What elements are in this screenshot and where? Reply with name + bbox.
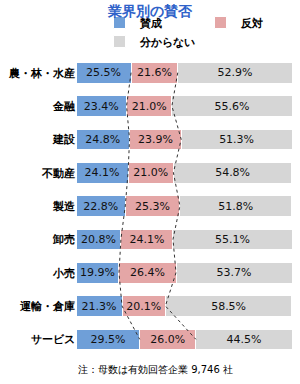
- svg-text:19.9%: 19.9%: [80, 266, 115, 279]
- svg-text:不動産: 不動産: [41, 167, 75, 180]
- svg-text:26.0%: 26.0%: [150, 333, 185, 346]
- svg-text:20.8%: 20.8%: [81, 233, 116, 246]
- svg-text:小売: 小売: [52, 267, 75, 280]
- svg-text:22.8%: 22.8%: [83, 200, 118, 213]
- svg-text:21.0%: 21.0%: [133, 166, 168, 179]
- svg-text:44.5%: 44.5%: [226, 333, 261, 346]
- svg-text:24.1%: 24.1%: [85, 166, 120, 179]
- svg-text:24.1%: 24.1%: [129, 233, 164, 246]
- svg-text:55.6%: 55.6%: [214, 100, 249, 113]
- svg-text:注：母数は有効回答企業 9,746 社: 注：母数は有効回答企業 9,746 社: [78, 364, 233, 375]
- svg-text:24.8%: 24.8%: [85, 133, 120, 146]
- svg-text:農・林・水産: 農・林・水産: [8, 67, 75, 80]
- svg-text:サービス: サービス: [31, 333, 75, 346]
- svg-text:25.3%: 25.3%: [135, 200, 170, 213]
- svg-text:21.3%: 21.3%: [82, 300, 117, 313]
- svg-text:54.8%: 54.8%: [215, 166, 250, 179]
- svg-text:55.1%: 55.1%: [215, 233, 250, 246]
- svg-text:賛成: 賛成: [139, 17, 162, 30]
- svg-text:21.6%: 21.6%: [137, 66, 172, 79]
- svg-text:反対: 反対: [240, 17, 263, 30]
- svg-text:21.0%: 21.0%: [132, 100, 167, 113]
- svg-text:卸売: 卸売: [52, 233, 75, 246]
- svg-text:26.4%: 26.4%: [130, 266, 165, 279]
- svg-text:金融: 金融: [52, 100, 76, 113]
- svg-text:52.9%: 52.9%: [217, 66, 252, 79]
- svg-text:25.5%: 25.5%: [86, 66, 121, 79]
- svg-text:業界別の賛否: 業界別の賛否: [107, 3, 193, 19]
- svg-text:23.4%: 23.4%: [84, 100, 119, 113]
- svg-text:運輸・倉庫: 運輸・倉庫: [19, 300, 75, 313]
- svg-text:23.9%: 23.9%: [138, 133, 173, 146]
- svg-text:29.5%: 29.5%: [90, 333, 125, 346]
- svg-text:51.3%: 51.3%: [219, 133, 254, 146]
- svg-text:53.7%: 53.7%: [217, 266, 252, 279]
- svg-text:製造: 製造: [52, 200, 76, 213]
- svg-text:20.1%: 20.1%: [126, 300, 161, 313]
- svg-text:51.8%: 51.8%: [218, 200, 253, 213]
- svg-text:分からない: 分からない: [139, 36, 195, 49]
- svg-text:建設: 建設: [52, 133, 76, 146]
- svg-text:58.5%: 58.5%: [211, 300, 246, 313]
